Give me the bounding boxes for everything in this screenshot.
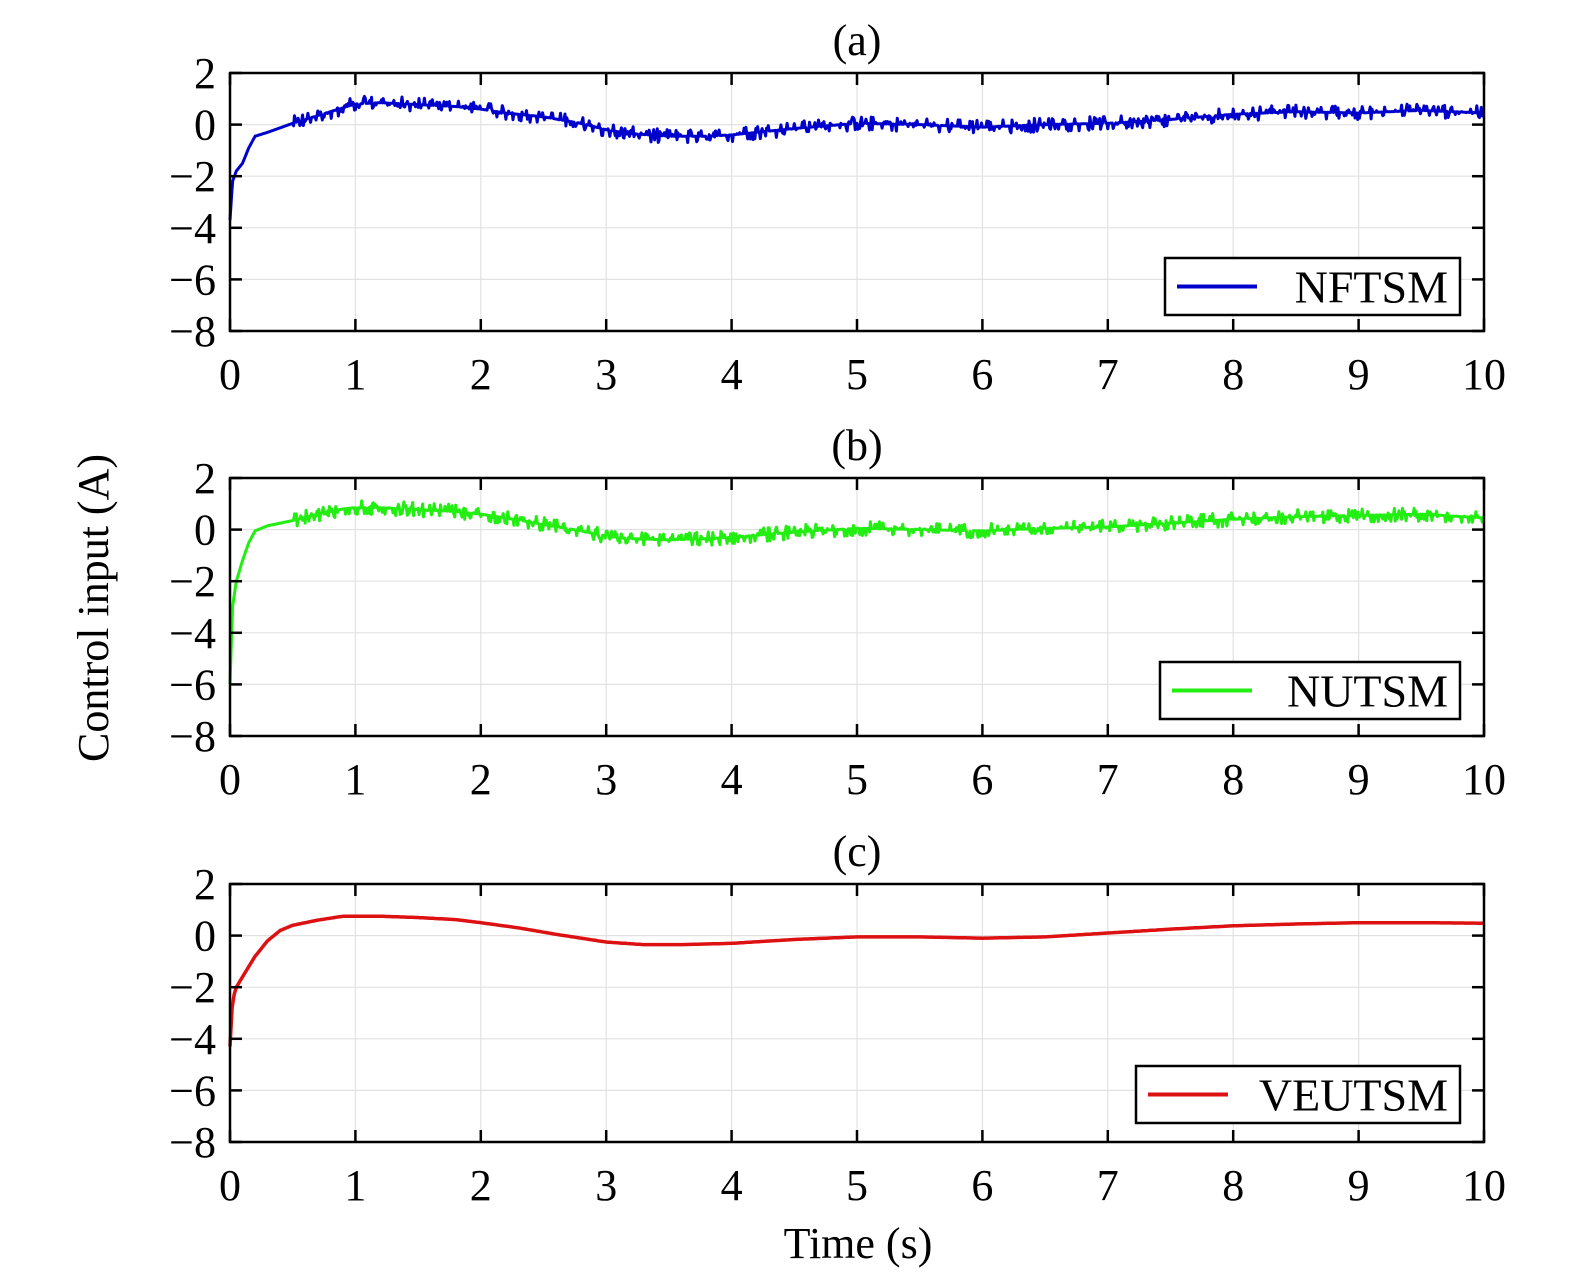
y-tick-label: −4 (169, 609, 216, 658)
y-tick-label: −6 (169, 1066, 216, 1115)
x-tick-label: 6 (971, 755, 993, 804)
x-tick-label: 8 (1222, 350, 1244, 399)
y-tick-label: −4 (169, 204, 216, 253)
x-tick-label: 4 (721, 1161, 743, 1210)
legend-label: NFTSM (1295, 262, 1448, 313)
legend: NFTSM (1163, 256, 1462, 317)
x-tick-label: 10 (1462, 1161, 1506, 1210)
x-axis-label: Time (s) (784, 1219, 933, 1268)
series-line-veutsm (228, 914, 1484, 1047)
x-tick-label: 5 (846, 755, 868, 804)
x-tick-label: 7 (1097, 350, 1119, 399)
x-tick-label: 10 (1462, 755, 1506, 804)
x-tick-label: 3 (595, 350, 617, 399)
x-tick-label: 1 (344, 350, 366, 399)
y-tick-label: −8 (169, 307, 216, 356)
x-tick-label: 7 (1097, 1161, 1119, 1210)
panel-title: (c) (833, 827, 882, 876)
x-tick-label: 0 (219, 1161, 241, 1210)
x-tick-label: 2 (470, 350, 492, 399)
x-tick-label: 6 (971, 350, 993, 399)
x-tick-label: 4 (721, 755, 743, 804)
y-tick-label: −8 (169, 712, 216, 761)
y-tick-label: 2 (194, 454, 216, 503)
y-tick-label: 2 (194, 49, 216, 98)
y-tick-label: 0 (194, 506, 216, 555)
series-line-nutsm (228, 499, 1486, 685)
x-tick-label: 3 (595, 755, 617, 804)
x-tick-label: 9 (1348, 350, 1370, 399)
x-tick-label: 5 (846, 350, 868, 399)
x-tick-label: 5 (846, 1161, 868, 1210)
y-tick-label: −6 (169, 255, 216, 304)
x-tick-label: 9 (1348, 1161, 1370, 1210)
series-line-nftsm (228, 94, 1485, 221)
panel-title: (b) (831, 421, 882, 470)
x-tick-label: 4 (721, 350, 743, 399)
y-tick-label: −2 (169, 557, 216, 606)
x-tick-label: 7 (1097, 755, 1119, 804)
x-tick-label: 6 (971, 1161, 993, 1210)
x-tick-label: 0 (219, 755, 241, 804)
panel-title: (a) (833, 16, 882, 65)
y-axis-label: Control input (A) (69, 454, 118, 762)
y-tick-label: 0 (194, 912, 216, 961)
x-tick-label: 10 (1462, 350, 1506, 399)
legend: VEUTSM (1134, 1064, 1462, 1125)
y-tick-label: −2 (169, 963, 216, 1012)
legend-label: NUTSM (1287, 666, 1448, 717)
x-tick-label: 9 (1348, 755, 1370, 804)
x-tick-label: 3 (595, 1161, 617, 1210)
legend-label: VEUTSM (1259, 1070, 1448, 1121)
x-tick-label: 8 (1222, 1161, 1244, 1210)
y-tick-label: −8 (169, 1118, 216, 1167)
y-tick-label: 2 (194, 860, 216, 909)
x-tick-label: 8 (1222, 755, 1244, 804)
y-tick-label: −2 (169, 152, 216, 201)
y-tick-label: 0 (194, 101, 216, 150)
y-tick-label: −6 (169, 660, 216, 709)
x-tick-label: 2 (470, 1161, 492, 1210)
x-tick-label: 0 (219, 350, 241, 399)
x-tick-label: 2 (470, 755, 492, 804)
x-tick-label: 1 (344, 755, 366, 804)
y-tick-label: −4 (169, 1015, 216, 1064)
legend: NUTSM (1158, 660, 1462, 721)
x-tick-label: 1 (344, 1161, 366, 1210)
